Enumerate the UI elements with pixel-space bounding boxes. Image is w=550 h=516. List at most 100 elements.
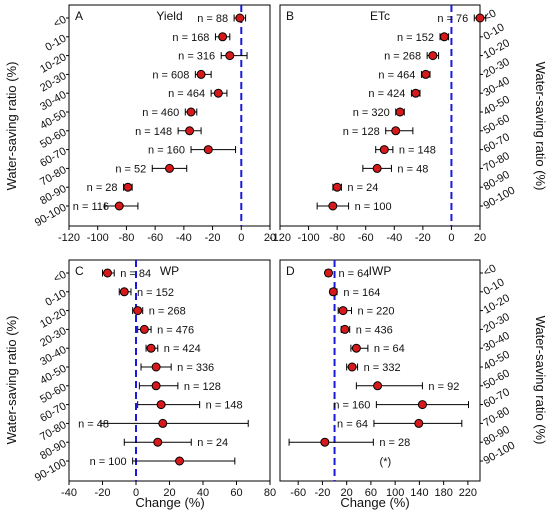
x-axis-title-right: Change (%) (340, 495, 409, 510)
sample-size-label: n = 100 (90, 456, 127, 468)
data-point (165, 163, 174, 173)
data-point (439, 32, 449, 42)
x-tick-label: -40 (61, 487, 77, 499)
x-tick-label: 0 (238, 232, 244, 244)
sample-size-label: n = 160 (333, 400, 370, 412)
sample-size-label: n = 332 (364, 362, 401, 374)
sample-size-label: n = 608 (152, 69, 189, 81)
sample-size-label: n = 24 (197, 437, 228, 449)
sample-size-label: n = 64 (374, 343, 405, 355)
sample-size-label: n = 148 (135, 126, 172, 138)
sample-size-label: n = 52 (115, 163, 146, 175)
y-tick-label: 0-10 (43, 32, 68, 53)
x-tick-label: 180 (434, 487, 452, 499)
data-point (372, 163, 382, 173)
y-tick-label: <0 (482, 7, 499, 24)
x-tick-label: -20 (415, 232, 431, 244)
x-tick-label: -60 (147, 232, 163, 244)
x-tick-label: -120 (269, 232, 291, 244)
sample-size-label: n = 24 (347, 182, 378, 194)
data-point (213, 88, 223, 98)
data-point (119, 287, 129, 297)
plot-frame (279, 4, 481, 227)
data-point (133, 306, 143, 316)
panel-letter: C (75, 264, 84, 278)
data-point (338, 306, 348, 316)
x-tick-label: -60 (358, 232, 374, 244)
plot-frame (279, 259, 481, 482)
panel-iwp: D IWP-60 -20 20 60 100 140 180 220<00-1010-2020-… (279, 259, 517, 499)
data-point (158, 418, 168, 428)
x-tick-label: -100 (298, 232, 320, 244)
sample-size-label: n = 436 (356, 324, 393, 336)
y-tick-label: <0 (482, 262, 499, 279)
sample-size-label: n = 164 (343, 287, 380, 299)
panel-title: ETc (370, 9, 390, 23)
panel-letter: B (286, 9, 294, 23)
data-point (328, 287, 338, 297)
sample-size-label: n = 28 (87, 182, 118, 194)
y-tick-label: <0 (52, 14, 69, 31)
y-axis-title-bottom-left: Water-saving ratio (%) (4, 316, 19, 445)
sample-size-label: n = 424 (368, 88, 405, 100)
x-tick-label: 60 (230, 487, 242, 499)
x-axis-title-left: Change (%) (135, 495, 204, 510)
data-point (475, 13, 485, 23)
data-point (428, 51, 438, 61)
x-tick-label: -20 (205, 232, 221, 244)
y-tick-label: 10-20 (38, 306, 68, 330)
x-tick-label: -100 (87, 232, 109, 244)
data-point (186, 107, 196, 117)
sample-size-label: n = 148 (399, 145, 436, 157)
data-point (151, 362, 161, 372)
data-point (114, 201, 124, 211)
x-tick-label: -20 (314, 487, 330, 499)
sample-size-label: n = 116 (73, 201, 109, 213)
data-point (351, 343, 361, 353)
sample-size-label: n = 320 (353, 107, 390, 119)
data-point (373, 381, 383, 391)
sample-size-label: (*) (380, 456, 392, 468)
data-point (139, 324, 149, 334)
data-point (379, 145, 389, 155)
data-point (185, 126, 195, 136)
sample-size-label: n = 28 (379, 437, 410, 449)
x-tick-label: 20 (264, 232, 276, 244)
data-point (320, 437, 330, 447)
x-tick-label: -40 (386, 232, 402, 244)
y-axis-title-top-right: Water-saving ratio (%) (533, 62, 548, 191)
sample-size-label: n = 64 (337, 418, 368, 430)
sample-size-label: n = 168 (172, 32, 209, 44)
data-point (225, 51, 235, 61)
x-tick-label: 80 (264, 487, 276, 499)
sample-size-label: n = 464 (168, 88, 205, 100)
data-point (417, 400, 427, 410)
panel-wp: C WP-40 -20 0 20 40 60 80<00-1010-2020-3030-404… (33, 259, 276, 499)
sample-size-label: n = 84 (120, 268, 151, 280)
sample-size-label: n = 220 (358, 306, 395, 318)
x-tick-label: -120 (58, 232, 80, 244)
data-point (103, 268, 113, 278)
data-point (203, 145, 213, 155)
data-point (151, 381, 161, 391)
y-axis-title-bottom-right: Water-saving ratio (%) (533, 316, 548, 445)
sample-size-label: n = 464 (378, 69, 415, 81)
data-point (123, 182, 133, 192)
sample-size-label: n = 128 (184, 381, 221, 393)
x-tick-label: -20 (95, 487, 111, 499)
sample-size-label: n = 100 (355, 201, 392, 213)
panel-etc: B ETc-120 -100 -80 -60 -40 -20 0 20<00-1010-2020… (269, 4, 517, 244)
panel-title: WP (160, 264, 179, 278)
data-point (391, 126, 401, 136)
data-point (323, 268, 333, 278)
x-tick-label: 0 (448, 232, 454, 244)
sample-size-label: n = 92 (428, 381, 459, 393)
x-tick-label: 0 (133, 487, 139, 499)
sample-size-label: n = 64 (338, 268, 369, 280)
x-tick-label: 140 (410, 487, 428, 499)
sample-size-label: n = 424 (164, 343, 201, 355)
data-point (175, 456, 185, 466)
sample-size-label: n = 268 (384, 51, 421, 63)
data-point (340, 324, 350, 334)
